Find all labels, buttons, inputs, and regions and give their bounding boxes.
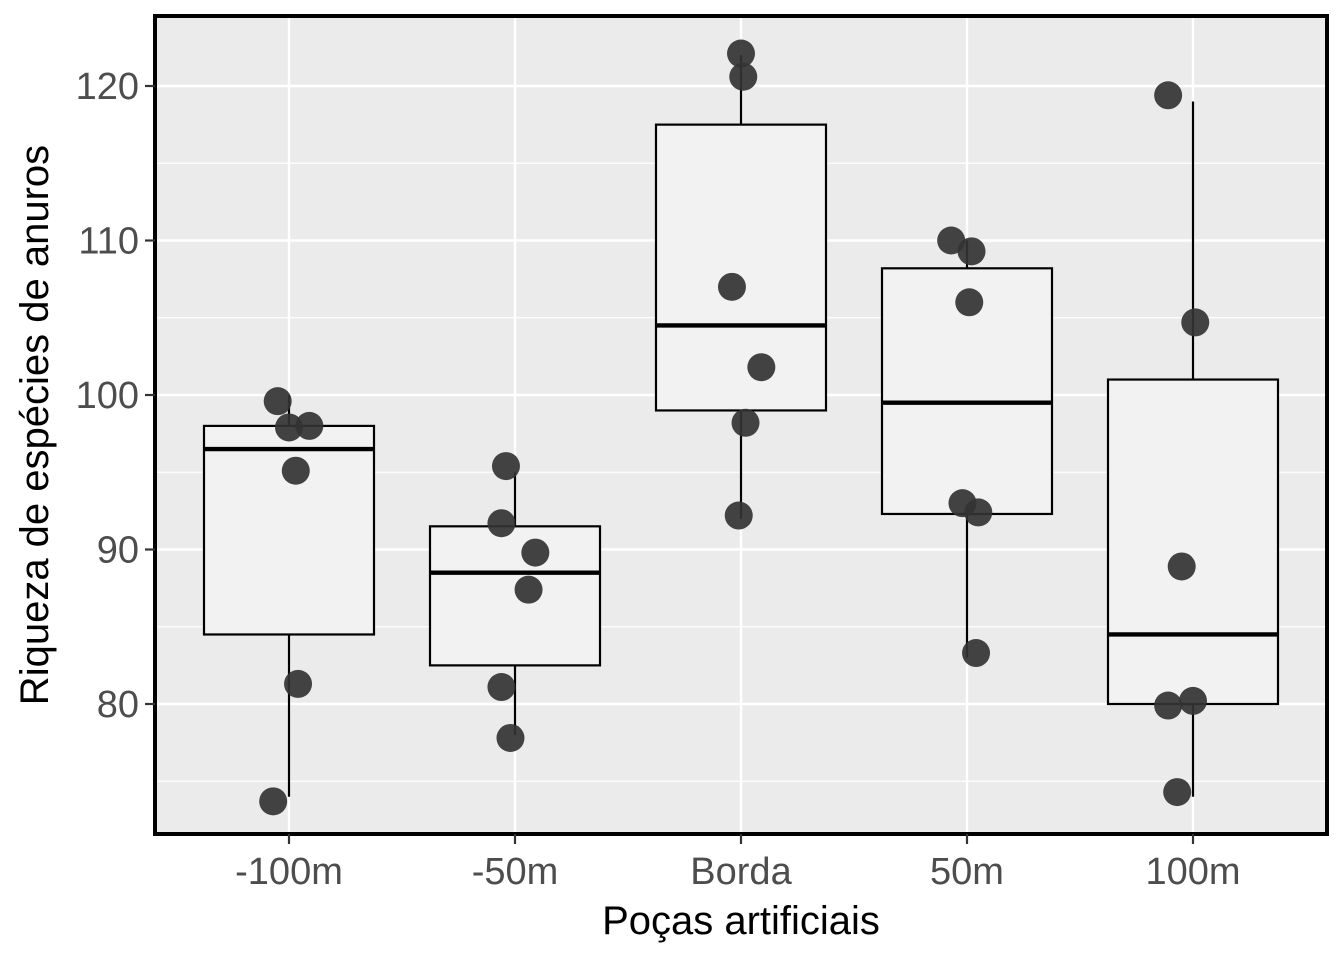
data-point (725, 502, 753, 530)
data-point (487, 509, 515, 537)
data-point (732, 409, 760, 437)
data-point (1163, 778, 1191, 806)
data-point (295, 412, 323, 440)
data-point (1154, 81, 1182, 109)
x-tick-label: -50m (472, 851, 559, 893)
y-tick-label: 90 (97, 530, 139, 572)
box (204, 426, 374, 635)
box (430, 526, 600, 665)
x-tick-label: Borda (690, 851, 792, 893)
data-point (1154, 692, 1182, 720)
data-point (259, 787, 287, 815)
y-axis: 80 90 100 110 120 (76, 66, 155, 726)
data-point (729, 63, 757, 91)
data-point (747, 353, 775, 381)
x-tick-label: 100m (1145, 851, 1240, 893)
y-tick-label: 120 (76, 66, 139, 108)
x-axis: -100m -50m Borda 50m 100m (235, 834, 1240, 893)
data-point (515, 576, 543, 604)
data-point (1181, 308, 1209, 336)
data-point (282, 457, 310, 485)
y-tick-label: 80 (97, 684, 139, 726)
data-point (496, 724, 524, 752)
x-tick-label: 50m (930, 851, 1004, 893)
data-point (958, 237, 986, 265)
data-point (955, 288, 983, 316)
data-point (264, 387, 292, 415)
data-point (492, 452, 520, 480)
data-point (962, 639, 990, 667)
data-point (284, 670, 312, 698)
data-point (1168, 552, 1196, 580)
data-point (964, 498, 992, 526)
x-axis-title: Poças artificiais (602, 899, 880, 943)
y-tick-label: 110 (78, 221, 139, 263)
data-point (1179, 687, 1207, 715)
box (656, 125, 826, 411)
box (1108, 380, 1278, 704)
data-point (521, 539, 549, 567)
y-axis-title: Riqueza de espécies de anuros (13, 145, 57, 705)
y-tick-label: 100 (76, 375, 139, 417)
data-point (718, 273, 746, 301)
x-tick-label: -100m (235, 851, 343, 893)
data-point (487, 673, 515, 701)
